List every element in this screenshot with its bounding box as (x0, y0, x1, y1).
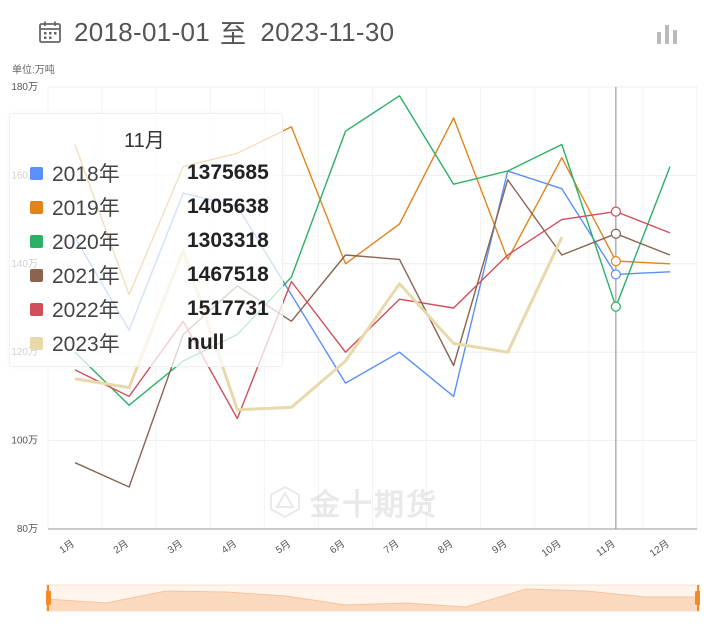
tooltip-series-value: null (187, 331, 225, 354)
marker-layer (610, 87, 621, 529)
series-point-2022年[interactable] (610, 206, 621, 217)
y-axis-unit-label: 单位:万吨 (12, 65, 55, 76)
date-range-header[interactable]: 2018-01-01 至 2023-11-30 (38, 14, 394, 50)
series-point-2020年[interactable] (610, 301, 621, 312)
tooltip-series-value: 1375685 (187, 161, 269, 184)
tooltip-row: 2018年 1375685 (30, 158, 269, 188)
legend-swatch (30, 336, 43, 350)
legend-swatch (30, 302, 43, 316)
y-tick-label: 80万 (17, 524, 38, 535)
slider-data-shadow (46, 588, 700, 612)
data-zoom-slider[interactable] (46, 583, 700, 613)
tooltip-series-name: 2022年 (52, 299, 120, 322)
tooltip-series-value: 1303318 (187, 229, 269, 252)
calendar-icon[interactable] (38, 20, 62, 44)
tooltip-row: 2019年 1405638 (30, 192, 269, 222)
tooltip-series-value: 1517731 (187, 297, 269, 320)
start-date[interactable]: 2018-01-01 (74, 16, 210, 47)
watermark-logo-icon (270, 485, 300, 519)
x-tick-label: 1月 (57, 538, 77, 557)
tooltip-series-name: 2021年 (52, 265, 120, 288)
tooltip-row: 2020年 1303318 (30, 226, 269, 256)
end-date[interactable]: 2023-11-30 (260, 16, 395, 47)
y-tick-label: 180万 (11, 82, 38, 93)
bar-chart-icon[interactable] (655, 22, 679, 46)
tooltip-series-name: 2020年 (52, 231, 120, 254)
legend-swatch (30, 268, 43, 282)
x-tick-label: 12月 (647, 538, 671, 560)
tooltip-row: 2022年 1517731 (30, 294, 269, 324)
tooltip-series-value: 1405638 (187, 195, 269, 218)
x-tick-label: 10月 (539, 538, 563, 560)
slider-handle-right[interactable] (695, 585, 700, 611)
tooltip-series-name: 2019年 (52, 197, 120, 220)
x-tick-label: 5月 (273, 538, 293, 557)
tooltip-row: 2023年 null (30, 328, 224, 358)
tooltip-title: 11月 (124, 130, 165, 152)
tooltip-series-name: 2018年 (52, 163, 120, 186)
x-tick-label: 9月 (490, 538, 510, 557)
x-tick-label: 11月 (594, 538, 618, 560)
series-point-2021年[interactable] (610, 228, 621, 239)
x-tick-label: 6月 (328, 538, 348, 557)
date-separator: 至 (220, 18, 247, 49)
legend-swatch (30, 200, 43, 214)
series-point-2018年[interactable] (610, 269, 621, 280)
watermark-text: 金十期货 (310, 489, 438, 522)
legend-swatch (30, 166, 43, 180)
x-tick-label: 7月 (382, 538, 402, 557)
slider-frame (46, 584, 700, 612)
y-tick-label: 100万 (11, 436, 38, 447)
slider-handle-left[interactable] (46, 585, 51, 611)
series-line-2020年[interactable] (74, 95, 671, 406)
tooltip: 11月 2018年 1375685 2019年 1405638 2020年 13… (9, 113, 283, 367)
x-tick-label: 8月 (436, 538, 456, 557)
tooltip-row: 2021年 1467518 (30, 260, 269, 290)
watermark: 金十期货 (268, 480, 438, 524)
tooltip-series-value: 1467518 (187, 263, 269, 286)
tooltip-series-name: 2023年 (52, 333, 120, 356)
x-tick-label: 4月 (219, 538, 239, 557)
x-tick-label: 2月 (111, 538, 131, 557)
x-tick-label: 3月 (165, 538, 185, 557)
legend-swatch (30, 234, 43, 248)
series-point-2019年[interactable] (610, 256, 621, 267)
